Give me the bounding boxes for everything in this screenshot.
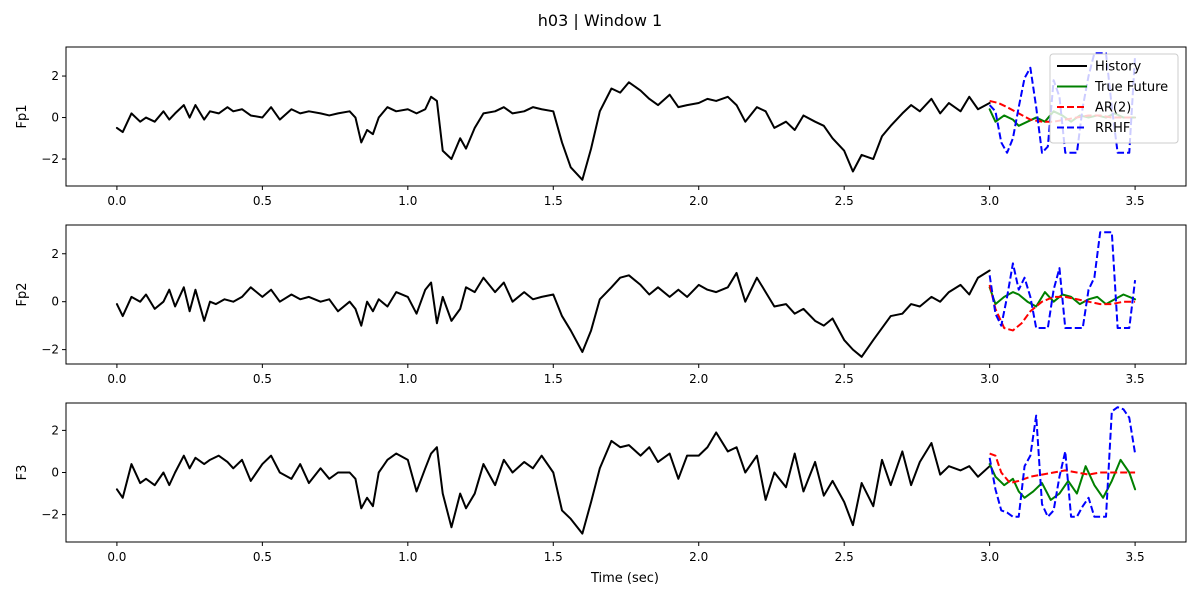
series-line-rrhf — [988, 406, 1137, 518]
panel-fp1: 0.0 0.5 1.0 1.5 2.0 2.5 3.0 3.5 −2 0 2 Fp1 — [15, 46, 1187, 208]
legend: History True Future AR(2) RRHF — [1049, 53, 1179, 144]
x-tick-label: 0.0 — [107, 550, 126, 564]
x-tick-label: 1.5 — [544, 372, 563, 386]
series-line-ar-2 — [989, 452, 1136, 485]
x-axis-label: Time (sec) — [590, 571, 659, 586]
x-tick-label: 1.0 — [398, 194, 417, 208]
legend-label-rrhf: RRHF — [1095, 121, 1130, 136]
panel-fp2: 0.0 0.5 1.0 1.5 2.0 2.5 3.0 3.5 −2 0 2 Fp2 — [15, 224, 1187, 386]
y-tick-label: 2 — [51, 423, 59, 437]
x-tick-label: 2.5 — [835, 372, 854, 386]
y-tick-label: 0 — [51, 111, 59, 125]
legend-label-history: History — [1095, 60, 1142, 75]
x-tick-label: 3.5 — [1126, 550, 1145, 564]
x-tick-label: 0.5 — [253, 194, 272, 208]
x-tick-label: 2.5 — [835, 550, 854, 564]
y-tick-label: 0 — [51, 466, 59, 480]
panel-f3: 0.0 0.5 1.0 1.5 2.0 2.5 3.0 3.5 −2 0 2 F3 — [15, 402, 1187, 564]
y-axis-label: Fp1 — [15, 104, 30, 128]
x-tick-label: 1.5 — [544, 550, 563, 564]
y-tick-label: 2 — [51, 247, 59, 261]
axes-frame — [65, 224, 1187, 365]
axes-frame — [65, 46, 1187, 187]
y-tick-label: −2 — [41, 152, 59, 166]
axes-frame — [65, 402, 1187, 543]
series-group — [115, 231, 1137, 358]
x-tick-label: 1.5 — [544, 194, 563, 208]
x-tick-label: 2.0 — [689, 372, 708, 386]
series-line-rrhf — [988, 231, 1137, 330]
series-line-history — [115, 81, 991, 181]
series-group — [115, 52, 1137, 181]
series-line-ar-2 — [988, 284, 1136, 332]
legend-box — [1049, 53, 1179, 144]
y-tick-label: −2 — [41, 508, 59, 522]
legend-label-ar-2: AR(2) — [1095, 101, 1131, 116]
x-tick-label: 0.5 — [253, 550, 272, 564]
x-tick-label: 3.5 — [1126, 194, 1145, 208]
figure-title: h03 | Window 1 — [538, 11, 662, 30]
series-line-history — [115, 269, 991, 358]
y-tick-label: 0 — [51, 295, 59, 309]
x-tick-label: 2.0 — [689, 550, 708, 564]
x-tick-label: 1.0 — [398, 372, 417, 386]
x-tick-label: 0.0 — [107, 194, 126, 208]
x-tick-label: 0.0 — [107, 372, 126, 386]
x-tick-label: 0.5 — [253, 372, 272, 386]
x-tick-label: 3.0 — [980, 550, 999, 564]
y-axis-label: Fp2 — [15, 282, 30, 306]
series-group — [115, 406, 1137, 535]
x-tick-label: 3.5 — [1126, 372, 1145, 386]
series-line-true-future — [988, 458, 1137, 501]
panels: 0.0 0.5 1.0 1.5 2.0 2.5 3.0 3.5 −2 0 2 Fp1 0.0 0.5 1.0… — [15, 46, 1187, 564]
series-line-history — [115, 431, 991, 535]
y-tick-label: 2 — [51, 69, 59, 83]
x-tick-label: 3.0 — [980, 372, 999, 386]
x-tick-label: 2.0 — [689, 194, 708, 208]
y-tick-label: −2 — [41, 343, 59, 357]
x-tick-label: 3.0 — [980, 194, 999, 208]
legend-label-true-future: True Future — [1094, 80, 1168, 95]
y-axis-label: F3 — [15, 465, 30, 481]
x-tick-label: 2.5 — [835, 194, 854, 208]
x-tick-label: 1.0 — [398, 550, 417, 564]
